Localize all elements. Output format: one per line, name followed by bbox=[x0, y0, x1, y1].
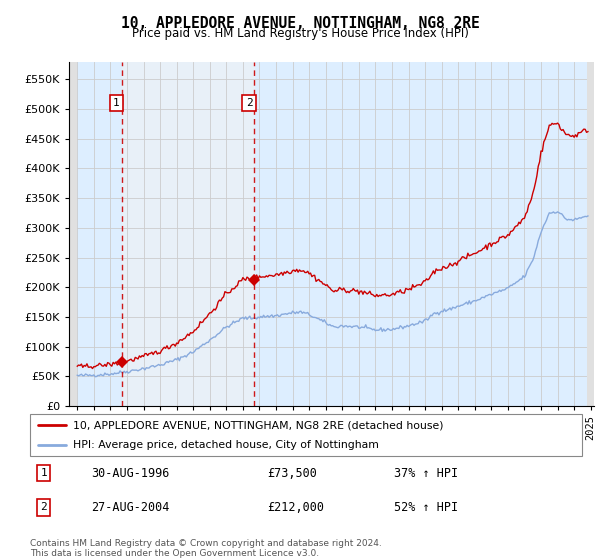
Text: 2: 2 bbox=[245, 98, 253, 108]
Text: HPI: Average price, detached house, City of Nottingham: HPI: Average price, detached house, City… bbox=[73, 441, 379, 450]
Bar bbox=[69, 62, 77, 406]
Text: 1: 1 bbox=[40, 468, 47, 478]
Text: 10, APPLEDORE AVENUE, NOTTINGHAM, NG8 2RE (detached house): 10, APPLEDORE AVENUE, NOTTINGHAM, NG8 2R… bbox=[73, 421, 443, 430]
Text: 1: 1 bbox=[113, 98, 120, 108]
Text: 37% ↑ HPI: 37% ↑ HPI bbox=[394, 467, 458, 480]
Text: 2: 2 bbox=[40, 502, 47, 512]
Bar bbox=[121, 62, 254, 406]
Text: 52% ↑ HPI: 52% ↑ HPI bbox=[394, 501, 458, 514]
Text: £212,000: £212,000 bbox=[268, 501, 325, 514]
Bar bbox=[587, 62, 594, 406]
Text: Contains HM Land Registry data © Crown copyright and database right 2024.
This d: Contains HM Land Registry data © Crown c… bbox=[30, 539, 382, 558]
Text: Price paid vs. HM Land Registry's House Price Index (HPI): Price paid vs. HM Land Registry's House … bbox=[131, 27, 469, 40]
Text: 10, APPLEDORE AVENUE, NOTTINGHAM, NG8 2RE: 10, APPLEDORE AVENUE, NOTTINGHAM, NG8 2R… bbox=[121, 16, 479, 31]
Text: 27-AUG-2004: 27-AUG-2004 bbox=[91, 501, 169, 514]
Text: £73,500: £73,500 bbox=[268, 467, 317, 480]
Text: 30-AUG-1996: 30-AUG-1996 bbox=[91, 467, 169, 480]
FancyBboxPatch shape bbox=[30, 414, 582, 456]
